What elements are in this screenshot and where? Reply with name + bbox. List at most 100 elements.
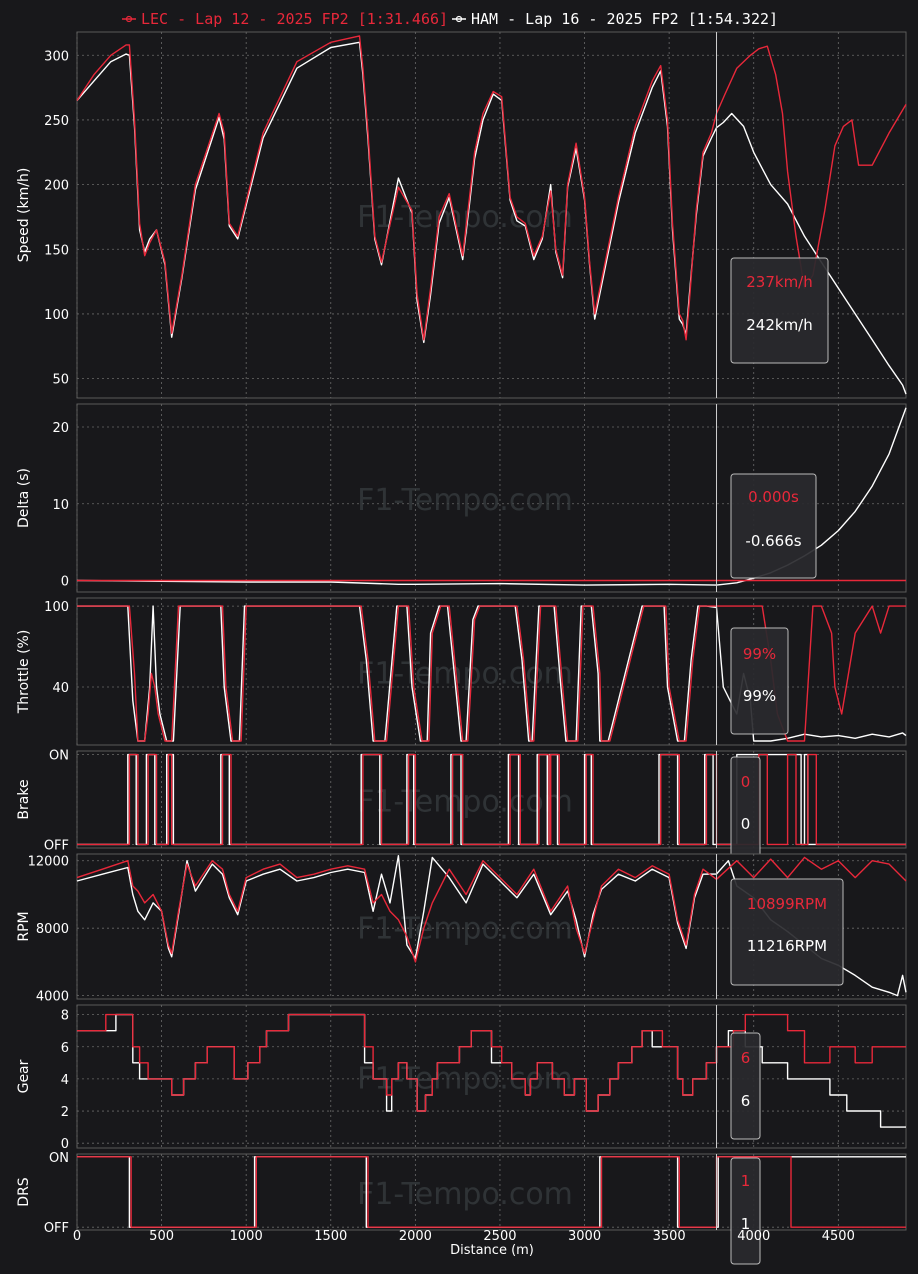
- legend-entry-ham[interactable]: HAM - Lap 16 - 2025 FP2 [1:54.322]: [452, 10, 778, 28]
- x-tick-1500: 1500: [314, 1229, 347, 1244]
- y-axis-label-delta: Delta (s): [16, 468, 32, 528]
- tooltip-value-lec-delta: 0.000s: [748, 488, 799, 506]
- x-tick-2500: 2500: [483, 1229, 516, 1244]
- tooltip-value-lec-drs: 1: [741, 1172, 751, 1190]
- y-tick-drs-0: OFF: [44, 1221, 69, 1236]
- x-tick-4000: 4000: [737, 1229, 770, 1244]
- panel-rpm: 4000 8000 12000 RPM F1-Tempo.com 10899RPM 1121…: [16, 853, 907, 1005]
- tooltip-value-lec-throttle: 99%: [743, 645, 776, 663]
- y-tick-gear-2: 4: [61, 1073, 69, 1088]
- watermark-gear: F1-Tempo.com: [357, 1062, 573, 1097]
- tooltip-value-ham-throttle: 99%: [743, 687, 776, 705]
- y-tick-speed-5: 300: [44, 49, 69, 64]
- legend-entry-lec[interactable]: LEC - Lap 12 - 2025 FP2 [1:31.466]: [122, 10, 448, 28]
- series-delta-ham: [76, 407, 907, 586]
- y-axis-label-speed: Speed (km/h): [16, 168, 32, 263]
- tooltip-brake: 00: [730, 756, 761, 864]
- series-rpm-lec: [76, 856, 907, 963]
- panel-delta: 0 10 20 Delta (s) F1-Tempo.com 0.000s -0.666s: [16, 403, 907, 593]
- series-speed-lec: [76, 35, 907, 341]
- y-tick-rpm-2: 12000: [28, 855, 69, 870]
- tooltip-drs: 11: [730, 1157, 761, 1265]
- y-axis-label-brake: Brake: [16, 779, 32, 819]
- tooltip-box-throttle: [730, 627, 789, 735]
- watermark-brake: F1-Tempo.com: [357, 785, 573, 820]
- watermark-delta: F1-Tempo.com: [357, 483, 573, 518]
- tooltip-value-lec-speed: 237km/h: [746, 273, 813, 291]
- x-tick-2000: 2000: [399, 1229, 432, 1244]
- tooltip-speed: 237km/h 242km/h: [730, 257, 829, 364]
- tooltip-box-delta: [730, 473, 817, 579]
- y-axis-label-gear: Gear: [16, 1059, 32, 1093]
- x-tick-1000: 1000: [230, 1229, 263, 1244]
- y-tick-gear-1: 2: [61, 1105, 69, 1120]
- y-tick-speed-0: 50: [52, 373, 69, 388]
- y-tick-delta-1: 10: [52, 498, 69, 513]
- y-tick-brake-0: OFF: [44, 838, 69, 853]
- series-speed-ham: [76, 41, 907, 395]
- watermark-rpm: F1-Tempo.com: [357, 912, 573, 947]
- tooltip-box-drs: [730, 1157, 761, 1265]
- y-tick-throttle-1: 100: [44, 600, 69, 615]
- tooltip-value-ham-delta: -0.666s: [745, 532, 801, 550]
- x-tick-3000: 3000: [568, 1229, 601, 1244]
- y-tick-speed-3: 200: [44, 179, 69, 194]
- y-tick-drs-1: ON: [49, 1151, 69, 1166]
- tooltip-value-ham-brake: 0: [741, 815, 751, 833]
- y-tick-throttle-0: 40: [52, 681, 69, 696]
- tooltip-gear: 66: [730, 1032, 761, 1140]
- y-tick-rpm-0: 4000: [36, 990, 69, 1005]
- watermark-drs: F1-Tempo.com: [357, 1177, 573, 1212]
- panel-drs-frame: [76, 1153, 907, 1231]
- y-tick-gear-4: 8: [61, 1009, 69, 1024]
- y-tick-delta-2: 20: [52, 421, 69, 436]
- tooltip-throttle: 99% 99%: [730, 627, 789, 735]
- x-tick-3500: 3500: [653, 1229, 686, 1244]
- legend-label-lec: LEC - Lap 12 - 2025 FP2 [1:31.466]: [141, 10, 448, 28]
- series-brake-lec: [77, 753, 906, 846]
- y-tick-speed-4: 250: [44, 114, 69, 129]
- tooltip-rpm: 10899RPM 11216RPM: [730, 878, 844, 986]
- tooltip-value-ham-rpm: 11216RPM: [747, 937, 827, 955]
- tooltip-delta: 0.000s -0.666s: [730, 473, 817, 579]
- tooltip-value-lec-rpm: 10899RPM: [747, 895, 827, 913]
- y-tick-brake-1: ON: [49, 749, 69, 764]
- series-gear-lec: [77, 1013, 906, 1112]
- tooltip-value-ham-speed: 242km/h: [746, 316, 813, 334]
- y-tick-gear-0: 0: [61, 1137, 69, 1152]
- y-axis-label-rpm: RPM: [16, 911, 32, 941]
- y-tick-rpm-1: 8000: [36, 922, 69, 937]
- legend-marker-ham: [455, 15, 463, 23]
- y-tick-delta-0: 0: [61, 574, 69, 589]
- y-axis-label-throttle: Throttle (%): [16, 630, 32, 715]
- legend: LEC - Lap 12 - 2025 FP2 [1:31.466] HAM -…: [122, 10, 778, 28]
- tooltip-value-ham-drs: 1: [741, 1215, 751, 1233]
- tooltip-box-gear: [730, 1032, 761, 1140]
- x-axis: Distance (m) 0 500 1000 1500 2000 2500 3000 350…: [73, 1229, 855, 1258]
- series-throttle-lec: [77, 605, 906, 742]
- legend-label-ham: HAM - Lap 16 - 2025 FP2 [1:54.322]: [471, 10, 778, 28]
- tooltip-value-lec-brake: 0: [741, 773, 751, 791]
- y-tick-speed-1: 100: [44, 308, 69, 323]
- tooltip-box-speed: [730, 257, 829, 364]
- y-tick-gear-3: 6: [61, 1041, 69, 1056]
- tooltip-value-lec-gear: 6: [741, 1049, 751, 1067]
- x-axis-label: Distance (m): [450, 1243, 534, 1258]
- tooltip-value-ham-gear: 6: [741, 1092, 751, 1110]
- x-tick-0: 0: [73, 1229, 81, 1244]
- panel-gear-frame: [76, 1004, 907, 1149]
- series-drs-lec: [77, 1156, 906, 1228]
- x-tick-500: 500: [149, 1229, 174, 1244]
- y-axis-label-drs: DRS: [16, 1177, 32, 1207]
- legend-marker-lec: [125, 15, 133, 23]
- tooltip-box-rpm: [730, 878, 844, 986]
- x-tick-4500: 4500: [822, 1229, 855, 1244]
- y-tick-speed-2: 150: [44, 243, 69, 258]
